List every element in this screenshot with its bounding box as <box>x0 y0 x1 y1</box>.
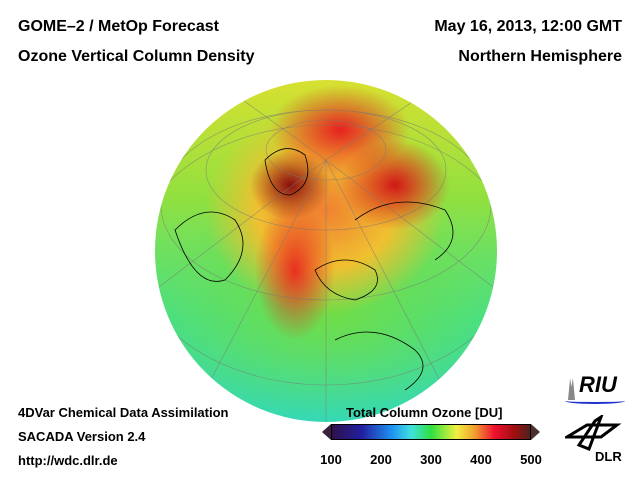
colorbar-min-arrow <box>322 424 331 440</box>
title-variable: Ozone Vertical Column Density <box>18 48 255 65</box>
dlr-logo-text: DLR <box>595 449 622 464</box>
footer-version: SACADA Version 2.4 <box>18 429 146 444</box>
colorbar-tick: 400 <box>470 452 492 467</box>
dlr-emblem-icon <box>561 413 622 451</box>
title-region: Northern Hemisphere <box>458 48 622 65</box>
footer-method: 4DVar Chemical Data Assimilation <box>18 405 229 420</box>
colorbar <box>331 424 531 440</box>
title-product: GOME–2 / MetOp Forecast <box>18 18 219 35</box>
colorbar-tick: 300 <box>420 452 442 467</box>
ozone-globe-map <box>155 80 497 422</box>
footer-url[interactable]: http://wdc.dlr.de <box>18 453 118 468</box>
dlr-logo: DLR <box>561 413 625 465</box>
colorbar-tick: 500 <box>520 452 542 467</box>
colorbar-tick: 100 <box>320 452 342 467</box>
colorbar-title: Total Column Ozone [DU] <box>346 405 503 420</box>
riu-logo-text: RIU <box>579 372 617 397</box>
graticule <box>155 80 497 422</box>
colorbar-max-arrow <box>531 424 540 440</box>
title-date: May 16, 2013, 12:00 GMT <box>434 18 622 35</box>
colorbar-tick: 200 <box>370 452 392 467</box>
riu-logo: RIU <box>565 372 625 404</box>
